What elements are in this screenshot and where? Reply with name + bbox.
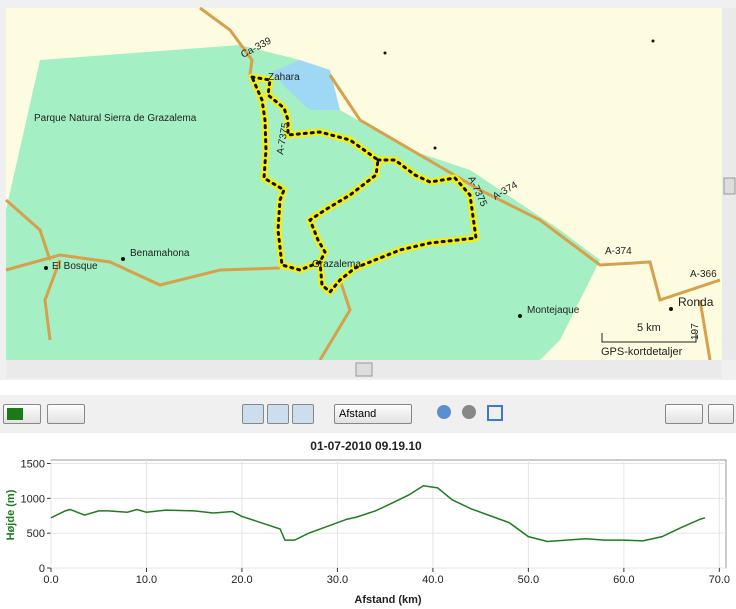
zoom-out[interactable] <box>462 405 476 419</box>
color-button[interactable] <box>3 404 41 424</box>
scale-label: 5 km <box>637 322 661 334</box>
separator <box>0 380 736 395</box>
x-tick-label: 70.0 <box>709 574 730 586</box>
y-tick-label: 1000 <box>21 493 45 505</box>
map-label: 197 <box>690 323 701 340</box>
y-axis-label: Højde (m) <box>5 489 17 540</box>
dropdown-button[interactable] <box>47 404 85 424</box>
x-tick-label: 10.0 <box>136 574 157 586</box>
x-tick-label: 20.0 <box>231 574 252 586</box>
track-points <box>249 75 478 295</box>
map-label: Ronda <box>678 295 714 309</box>
map-label: El Bosque <box>52 261 98 272</box>
chart-title: 01-07-2010 09.19.10 <box>310 439 422 453</box>
elevation-chart: 01-07-2010 09.19.10 Højde (m) Afstand (k… <box>0 433 736 609</box>
roads <box>5 6 721 361</box>
map-view[interactable]: Ca-339 Zahara Parque Natural Sierra de G… <box>0 0 736 380</box>
map-label: Benamahona <box>130 248 190 259</box>
elevation-line <box>50 484 706 543</box>
map-credit: GPS-kortdetaljer <box>601 346 683 358</box>
place-dots <box>44 39 673 318</box>
map-label: A-366 <box>690 269 717 280</box>
map-label: Grazalema <box>312 259 361 270</box>
x-tick-label: 50.0 <box>518 574 539 586</box>
y-tick-label: 500 <box>27 528 45 540</box>
x-tick-label: 40.0 <box>422 574 443 586</box>
plot-area <box>50 459 727 569</box>
axis-dropdown[interactable]: Afstand <box>334 404 412 424</box>
tool-button[interactable] <box>242 404 264 424</box>
zoom-in[interactable] <box>437 405 451 419</box>
x-tick-label: 30.0 <box>327 574 348 586</box>
h-scroll-thumb[interactable] <box>355 362 373 377</box>
x-tick-label: 60.0 <box>613 574 634 586</box>
dropdown-button[interactable] <box>708 404 734 424</box>
tool-button[interactable] <box>292 404 314 424</box>
map-label: Parque Natural Sierra de Grazalema <box>34 113 197 124</box>
v-scroll-thumb[interactable] <box>723 177 736 195</box>
y-tick-label: 0 <box>39 563 45 575</box>
map-label: Montejaque <box>527 305 580 316</box>
dropdown-button[interactable] <box>665 404 703 424</box>
map-label: A-374 <box>605 246 632 257</box>
y-tick-label: 1500 <box>21 458 45 470</box>
x-tick-label: 0.0 <box>43 574 58 586</box>
scale-bar <box>601 333 697 343</box>
x-axis-label: Afstand (km) <box>354 594 422 606</box>
map-label: Zahara <box>268 72 300 83</box>
lake <box>272 60 340 110</box>
tool-button[interactable] <box>267 404 289 424</box>
zoom-fit[interactable] <box>487 405 503 421</box>
